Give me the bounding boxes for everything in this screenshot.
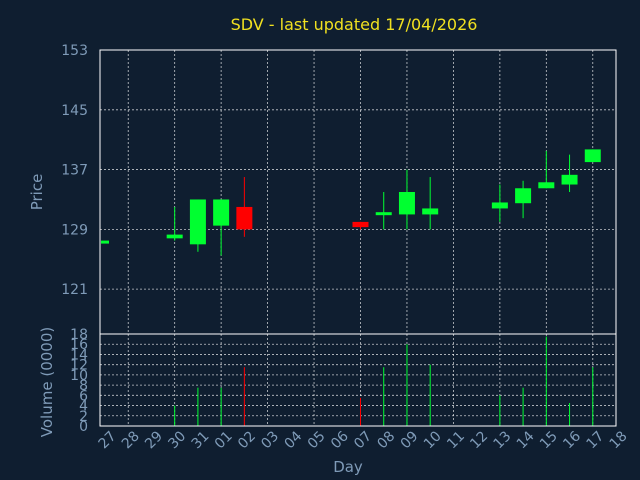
price-tick-label: 145	[61, 103, 88, 119]
x-tick-label: 31	[189, 428, 213, 452]
candle-body	[213, 199, 230, 226]
candle-body	[236, 206, 253, 230]
x-tick-label: 13	[491, 428, 515, 452]
x-tick-label: 10	[421, 428, 445, 452]
x-axis-label: Day	[333, 458, 363, 476]
candle-body	[375, 212, 392, 216]
x-tick-label: 12	[467, 428, 491, 452]
x-tick-label: 29	[142, 428, 166, 452]
x-tick-label: 09	[398, 428, 422, 452]
volume-tick-label: 18	[70, 327, 88, 343]
volume-plot-frame	[99, 333, 617, 427]
candle-body	[515, 188, 532, 204]
chart-title: SDV - last updated 17/04/2026	[231, 15, 478, 34]
x-tick-label: 04	[282, 428, 306, 452]
x-tick-label: 11	[444, 428, 468, 452]
candle-body	[561, 174, 578, 185]
price-tick-label: 137	[61, 163, 88, 179]
price-tick-label: 121	[61, 282, 88, 298]
candle-body	[491, 202, 508, 209]
x-tick-label: 17	[583, 428, 607, 452]
x-tick-labels: 27 28 29 30 31 01 02 03 04 05 06 07 08 09 10 11 12 13 14 15…	[96, 428, 631, 452]
x-tick-label: 18	[607, 428, 631, 452]
price-tick-label: 129	[61, 222, 88, 238]
x-tick-label: 01	[212, 428, 236, 452]
volume-tick-label: 6	[79, 388, 88, 404]
volume-axis-label: Volume (0000)	[38, 327, 56, 437]
candle-body	[398, 192, 415, 215]
candle-body	[352, 221, 369, 228]
price-grid	[100, 49, 617, 334]
candles	[101, 149, 601, 256]
price-axis-label: Price	[28, 174, 46, 211]
volume-tick-label: 10	[70, 368, 88, 384]
candle-body	[101, 240, 109, 244]
volume-tick-label: 0	[79, 419, 88, 435]
volume-tick-label: 12	[70, 358, 88, 374]
volume-grid	[100, 334, 617, 426]
candle-body	[166, 234, 183, 239]
x-tick-label: 30	[165, 428, 189, 452]
x-tick-label: 27	[96, 428, 120, 452]
volume-tick-label: 16	[70, 337, 88, 353]
x-tick-label: 05	[305, 428, 329, 452]
candle-body	[422, 208, 439, 215]
x-tick-label: 15	[537, 428, 561, 452]
volume-tick-label: 4	[79, 399, 88, 415]
volume-tick-label: 14	[70, 347, 88, 363]
x-tick-label: 08	[374, 428, 398, 452]
x-tick-label: 07	[351, 428, 375, 452]
x-tick-label: 02	[235, 428, 259, 452]
candle-body	[189, 199, 206, 245]
candle-body	[538, 182, 555, 189]
volume-bars	[174, 336, 594, 426]
x-tick-label: 14	[514, 428, 538, 452]
volume-tick-label: 8	[79, 378, 88, 394]
x-tick-label: 03	[258, 428, 282, 452]
price-plot-frame	[99, 49, 617, 335]
price-tick-label: 153	[61, 43, 88, 59]
x-tick-label: 16	[560, 428, 584, 452]
x-tick-label: 06	[328, 428, 352, 452]
candle-body	[584, 149, 601, 163]
x-tick-label: 28	[119, 428, 143, 452]
volume-tick-label: 2	[79, 409, 88, 425]
price-tick-labels: 121 129 137 145 153	[61, 43, 88, 298]
